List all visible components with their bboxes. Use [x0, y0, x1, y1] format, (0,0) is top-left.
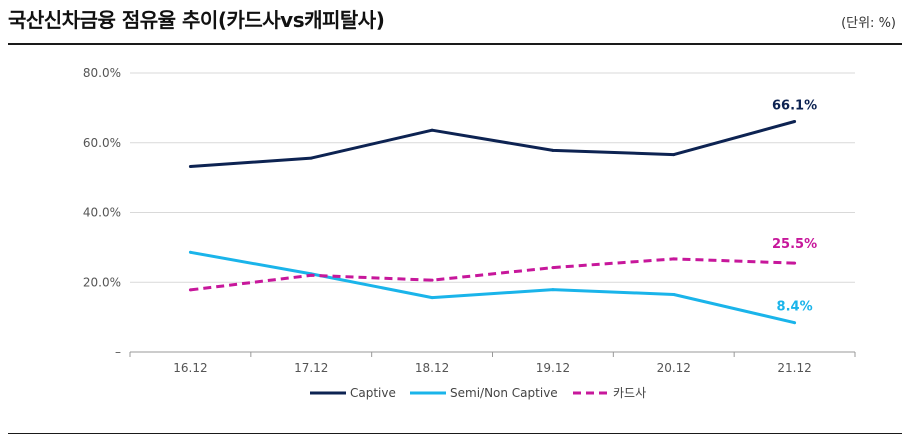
data-point-semi: [188, 250, 192, 254]
legend-label-card: 카드사: [613, 386, 646, 400]
data-labels: 66.1% 8.4% 25.5%: [772, 98, 817, 314]
legend-label-semi: Semi/Non Captive: [450, 386, 558, 400]
x-axis: 16.12 17.12 18.12 19.12 20.12 21.12: [129, 351, 856, 375]
y-tick-label: 80.0%: [83, 66, 121, 80]
data-point-semi: [672, 292, 676, 296]
data-point-card: [793, 261, 797, 265]
y-tick-label: –: [115, 345, 121, 359]
legend-label-captive: Captive: [350, 386, 396, 400]
x-tick-label: 21.12: [777, 361, 811, 375]
bottom-divider: [8, 433, 902, 434]
data-point-card: [430, 278, 434, 282]
data-label-captive: 66.1%: [772, 98, 817, 113]
data-point-semi: [551, 288, 555, 292]
y-tick-label: 40.0%: [83, 206, 121, 220]
series-line-card: [190, 257, 795, 292]
y-axis-ticks: 80.0% 60.0% 40.0% 20.0% –: [83, 66, 121, 359]
data-point-captive: [309, 156, 313, 160]
data-point-semi: [430, 296, 434, 300]
x-tick-label: 19.12: [536, 361, 570, 375]
y-tick-label: 60.0%: [83, 136, 121, 150]
chart-legend: Captive Semi/Non Captive 카드사: [310, 386, 646, 400]
chart-grid: [130, 72, 855, 283]
page-title: 국산신차금융 점유율 추이(카드사vs캐피탈사): [8, 8, 385, 32]
data-point-semi: [793, 321, 797, 325]
x-tick-label: 20.12: [657, 361, 691, 375]
y-tick-label: 20.0%: [83, 275, 121, 289]
data-point-captive: [188, 164, 192, 168]
data-point-card: [672, 257, 676, 261]
top-divider: [8, 43, 902, 45]
data-point-captive: [430, 128, 434, 132]
data-point-card: [309, 273, 313, 277]
data-point-captive: [672, 153, 676, 157]
data-point-card: [551, 266, 555, 270]
series-line-captive: [190, 120, 795, 168]
data-label-semi: 8.4%: [777, 300, 813, 315]
x-tick-label: 18.12: [415, 361, 449, 375]
data-point-card: [188, 288, 192, 292]
x-tick-label: 16.12: [173, 361, 207, 375]
data-point-captive: [551, 148, 555, 152]
series-line-semi: [190, 250, 795, 325]
x-tick-label: 17.12: [294, 361, 328, 375]
chart-series: [188, 119, 797, 325]
unit-label: (단위: %): [841, 16, 896, 31]
data-point-captive: [793, 119, 797, 123]
data-label-card: 25.5%: [772, 237, 817, 252]
